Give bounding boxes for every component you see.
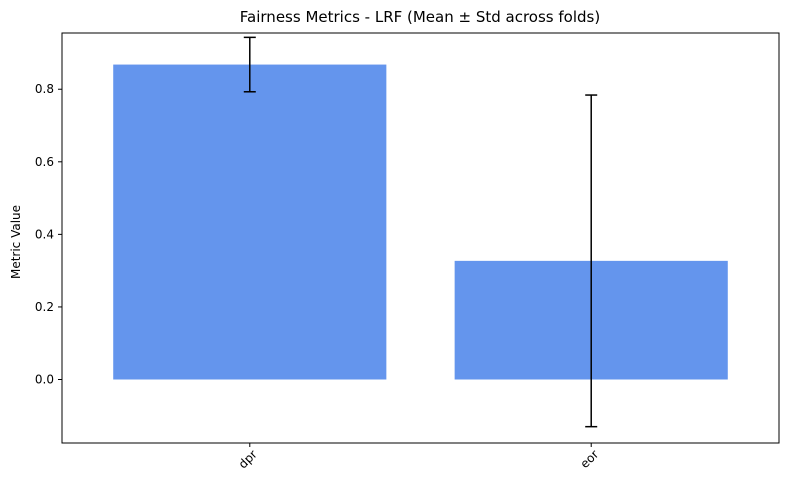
y-tick-label-1: 0.2 [35,300,54,314]
plot-frame [61,32,780,444]
y-tick-label-4: 0.8 [35,82,54,96]
plot-area: 0.0 0.2 0.4 0.6 0.8 dpr eor [35,32,780,471]
y-axis-label: Metric Value [9,205,23,279]
x-tick-label-eor: eor [578,447,602,471]
y-tick-label-3: 0.6 [35,155,54,169]
bar-dpr [113,64,387,380]
x-tick-label-dpr: dpr [236,447,260,471]
y-tick-label-0: 0.0 [35,373,54,387]
error-bar-dpr [243,36,256,93]
error-bar-eor [585,94,598,428]
y-tick-label-2: 0.4 [35,227,54,241]
chart-title: Fairness Metrics - LRF (Mean ± Std acros… [240,8,600,26]
